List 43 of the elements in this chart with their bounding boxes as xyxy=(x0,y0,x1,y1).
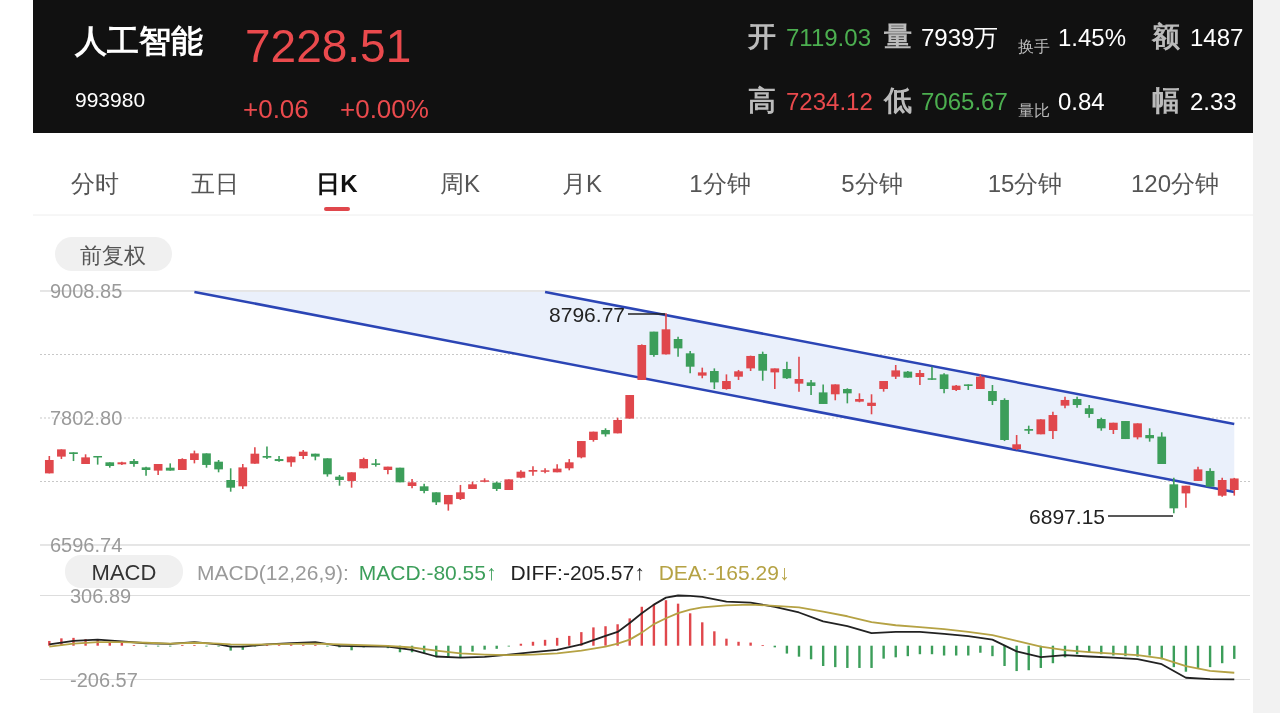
text: 换手 xyxy=(1018,38,1050,55)
series-label: DIFF:-205.57↑ xyxy=(510,561,645,584)
text: 低 xyxy=(883,85,912,116)
text: +0.06 xyxy=(243,94,309,124)
y-tick-label: 306.89 xyxy=(70,584,132,607)
series-label: DEA:-165.29↓ xyxy=(658,561,790,584)
y-tick-label: -206.57 xyxy=(70,668,138,691)
y-tick-label: 6596.74 xyxy=(50,534,123,556)
y-tick-label: 9008.85 xyxy=(50,280,123,302)
annotation: 6897.15 xyxy=(1029,505,1105,528)
text: 周K xyxy=(439,170,481,197)
text: 量比 xyxy=(1018,102,1050,119)
text: 7939万 xyxy=(921,24,999,51)
y-tick-label: 7802.80 xyxy=(50,407,123,429)
text: 0.84 xyxy=(1058,88,1105,115)
text: 7234.12 xyxy=(786,88,873,115)
text: 1分钟 xyxy=(689,170,751,197)
text: 2.33 xyxy=(1190,88,1237,115)
text: 1487 xyxy=(1190,24,1244,51)
text: 日K xyxy=(316,170,359,197)
chart-title: 人工智能 xyxy=(74,23,203,59)
text: 7065.67 xyxy=(921,88,1008,115)
text: 量 xyxy=(883,21,912,52)
annotation: 8796.77 xyxy=(549,303,625,326)
text: 分时 xyxy=(71,170,119,197)
text: 7228.51 xyxy=(245,20,412,72)
chart-title: MACD xyxy=(91,560,157,585)
text: 前复权 xyxy=(80,243,146,268)
text: 7119.03 xyxy=(786,24,871,51)
chart-subtitle: 993980 xyxy=(75,88,146,111)
chart-subtitle: MACD(12,26,9): xyxy=(197,561,349,584)
text: +0.00% xyxy=(340,94,429,124)
text: 幅 xyxy=(1152,85,1180,116)
text: 1.45% xyxy=(1058,24,1127,51)
text: 5分钟 xyxy=(841,170,903,197)
text: 额 xyxy=(1151,21,1181,52)
text: 月K xyxy=(561,170,603,197)
text: 15分钟 xyxy=(987,170,1063,197)
text: 120分钟 xyxy=(1130,170,1220,197)
text: 高 xyxy=(748,85,776,116)
text: 开 xyxy=(747,21,776,52)
text: MACD:-80.55↑ xyxy=(358,561,497,584)
text: 五日 xyxy=(191,170,239,197)
